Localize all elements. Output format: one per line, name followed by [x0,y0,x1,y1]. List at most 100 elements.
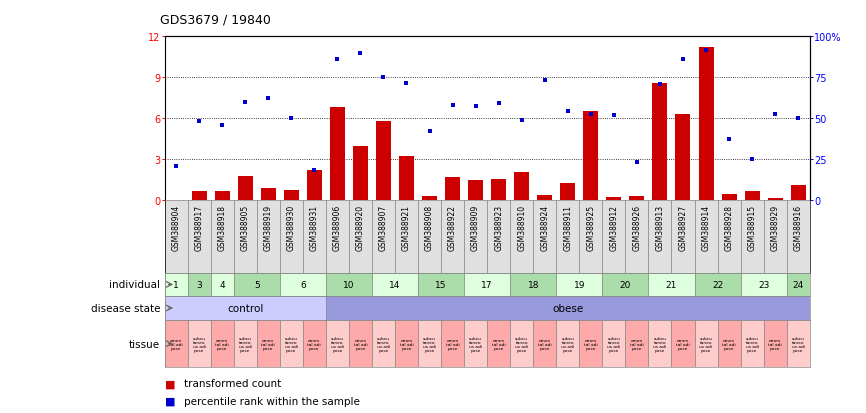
Bar [652,83,668,201]
Bar [603,273,649,297]
Text: individual: individual [109,280,160,290]
Bar [188,273,210,297]
Text: control: control [227,303,263,313]
Bar [210,201,234,273]
Bar [579,201,603,273]
Point [514,117,528,123]
Point [584,112,598,118]
Bar [284,190,299,201]
Bar [349,320,372,368]
Text: disease state: disease state [91,303,160,313]
Bar [215,192,229,201]
Text: GSM388907: GSM388907 [379,204,388,250]
Bar [191,191,207,201]
Text: tissue: tissue [129,339,160,349]
Text: subcu
taneo
us adi
pose: subcu taneo us adi pose [239,336,252,352]
Point [699,47,713,54]
Bar [261,188,275,201]
Text: GSM388921: GSM388921 [402,204,411,250]
Text: 21: 21 [666,280,677,289]
Point [353,50,367,57]
Bar [764,320,786,368]
Bar [740,201,764,273]
Text: 22: 22 [712,280,723,289]
Bar [514,172,529,201]
Bar [395,320,418,368]
Bar [395,201,418,273]
Point [284,116,298,122]
Text: omen
tal adi
pose: omen tal adi pose [169,338,183,350]
Bar [695,273,740,297]
Bar [671,201,695,273]
Bar [786,273,810,297]
Bar [330,108,345,201]
Text: subcu
taneo
us adi
pose: subcu taneo us adi pose [423,336,436,352]
Bar [303,320,326,368]
Bar [556,201,579,273]
Text: omen
tal adi
pose: omen tal adi pose [768,338,782,350]
Bar [326,297,810,320]
Point [561,109,575,116]
Bar [630,197,644,201]
Text: omen
tal adi
pose: omen tal adi pose [307,338,321,350]
Text: omen
tal adi
pose: omen tal adi pose [353,338,367,350]
Text: 10: 10 [343,280,354,289]
Point [377,75,391,81]
Point [399,80,413,87]
Bar [556,273,603,297]
Text: omen
tal adi
pose: omen tal adi pose [538,338,552,350]
Point [192,119,206,125]
Bar [533,201,556,273]
Text: ■: ■ [165,396,178,406]
Bar [256,201,280,273]
Point [262,95,275,102]
Text: subcu
taneo
us adi
pose: subcu taneo us adi pose [561,336,574,352]
Bar [510,273,556,297]
Bar [584,112,598,201]
Bar [560,184,575,201]
Bar [234,320,256,368]
Bar [487,201,510,273]
Text: transformed count: transformed count [184,378,281,388]
Bar [372,320,395,368]
Bar [326,201,349,273]
Bar [603,201,625,273]
Text: GSM388926: GSM388926 [632,204,642,250]
Bar [376,122,391,201]
Text: GSM388906: GSM388906 [333,204,342,250]
Bar [280,320,303,368]
Point [653,82,667,88]
Text: GSM388914: GSM388914 [701,204,710,250]
Bar [649,201,671,273]
Bar [649,320,671,368]
Text: obese: obese [553,303,584,313]
Text: omen
tal adi
pose: omen tal adi pose [584,338,598,350]
Text: ■: ■ [165,378,178,388]
Bar [464,273,510,297]
Point [423,128,436,135]
Bar [188,201,210,273]
Bar [210,273,234,297]
Bar [625,320,649,368]
Bar [487,320,510,368]
Bar [464,201,487,273]
Text: 4: 4 [219,280,225,289]
Text: subcu
taneo
us adi
pose: subcu taneo us adi pose [515,336,528,352]
Text: 17: 17 [481,280,493,289]
Text: GSM388919: GSM388919 [264,204,273,250]
Bar [671,320,695,368]
Bar [740,320,764,368]
Text: omen
tal adi
pose: omen tal adi pose [446,338,460,350]
Text: subcu
taneo
us adi
pose: subcu taneo us adi pose [377,336,390,352]
Bar [326,273,372,297]
Point [216,123,229,129]
Bar [280,201,303,273]
Bar [718,201,740,273]
Text: subcu
taneo
us adi
pose: subcu taneo us adi pose [792,336,805,352]
Text: subcu
taneo
us adi
pose: subcu taneo us adi pose [192,336,205,352]
Bar [188,320,210,368]
Text: subcu
taneo
us adi
pose: subcu taneo us adi pose [331,336,344,352]
Text: GSM388908: GSM388908 [425,204,434,250]
Point [238,99,252,106]
Bar [445,178,460,201]
